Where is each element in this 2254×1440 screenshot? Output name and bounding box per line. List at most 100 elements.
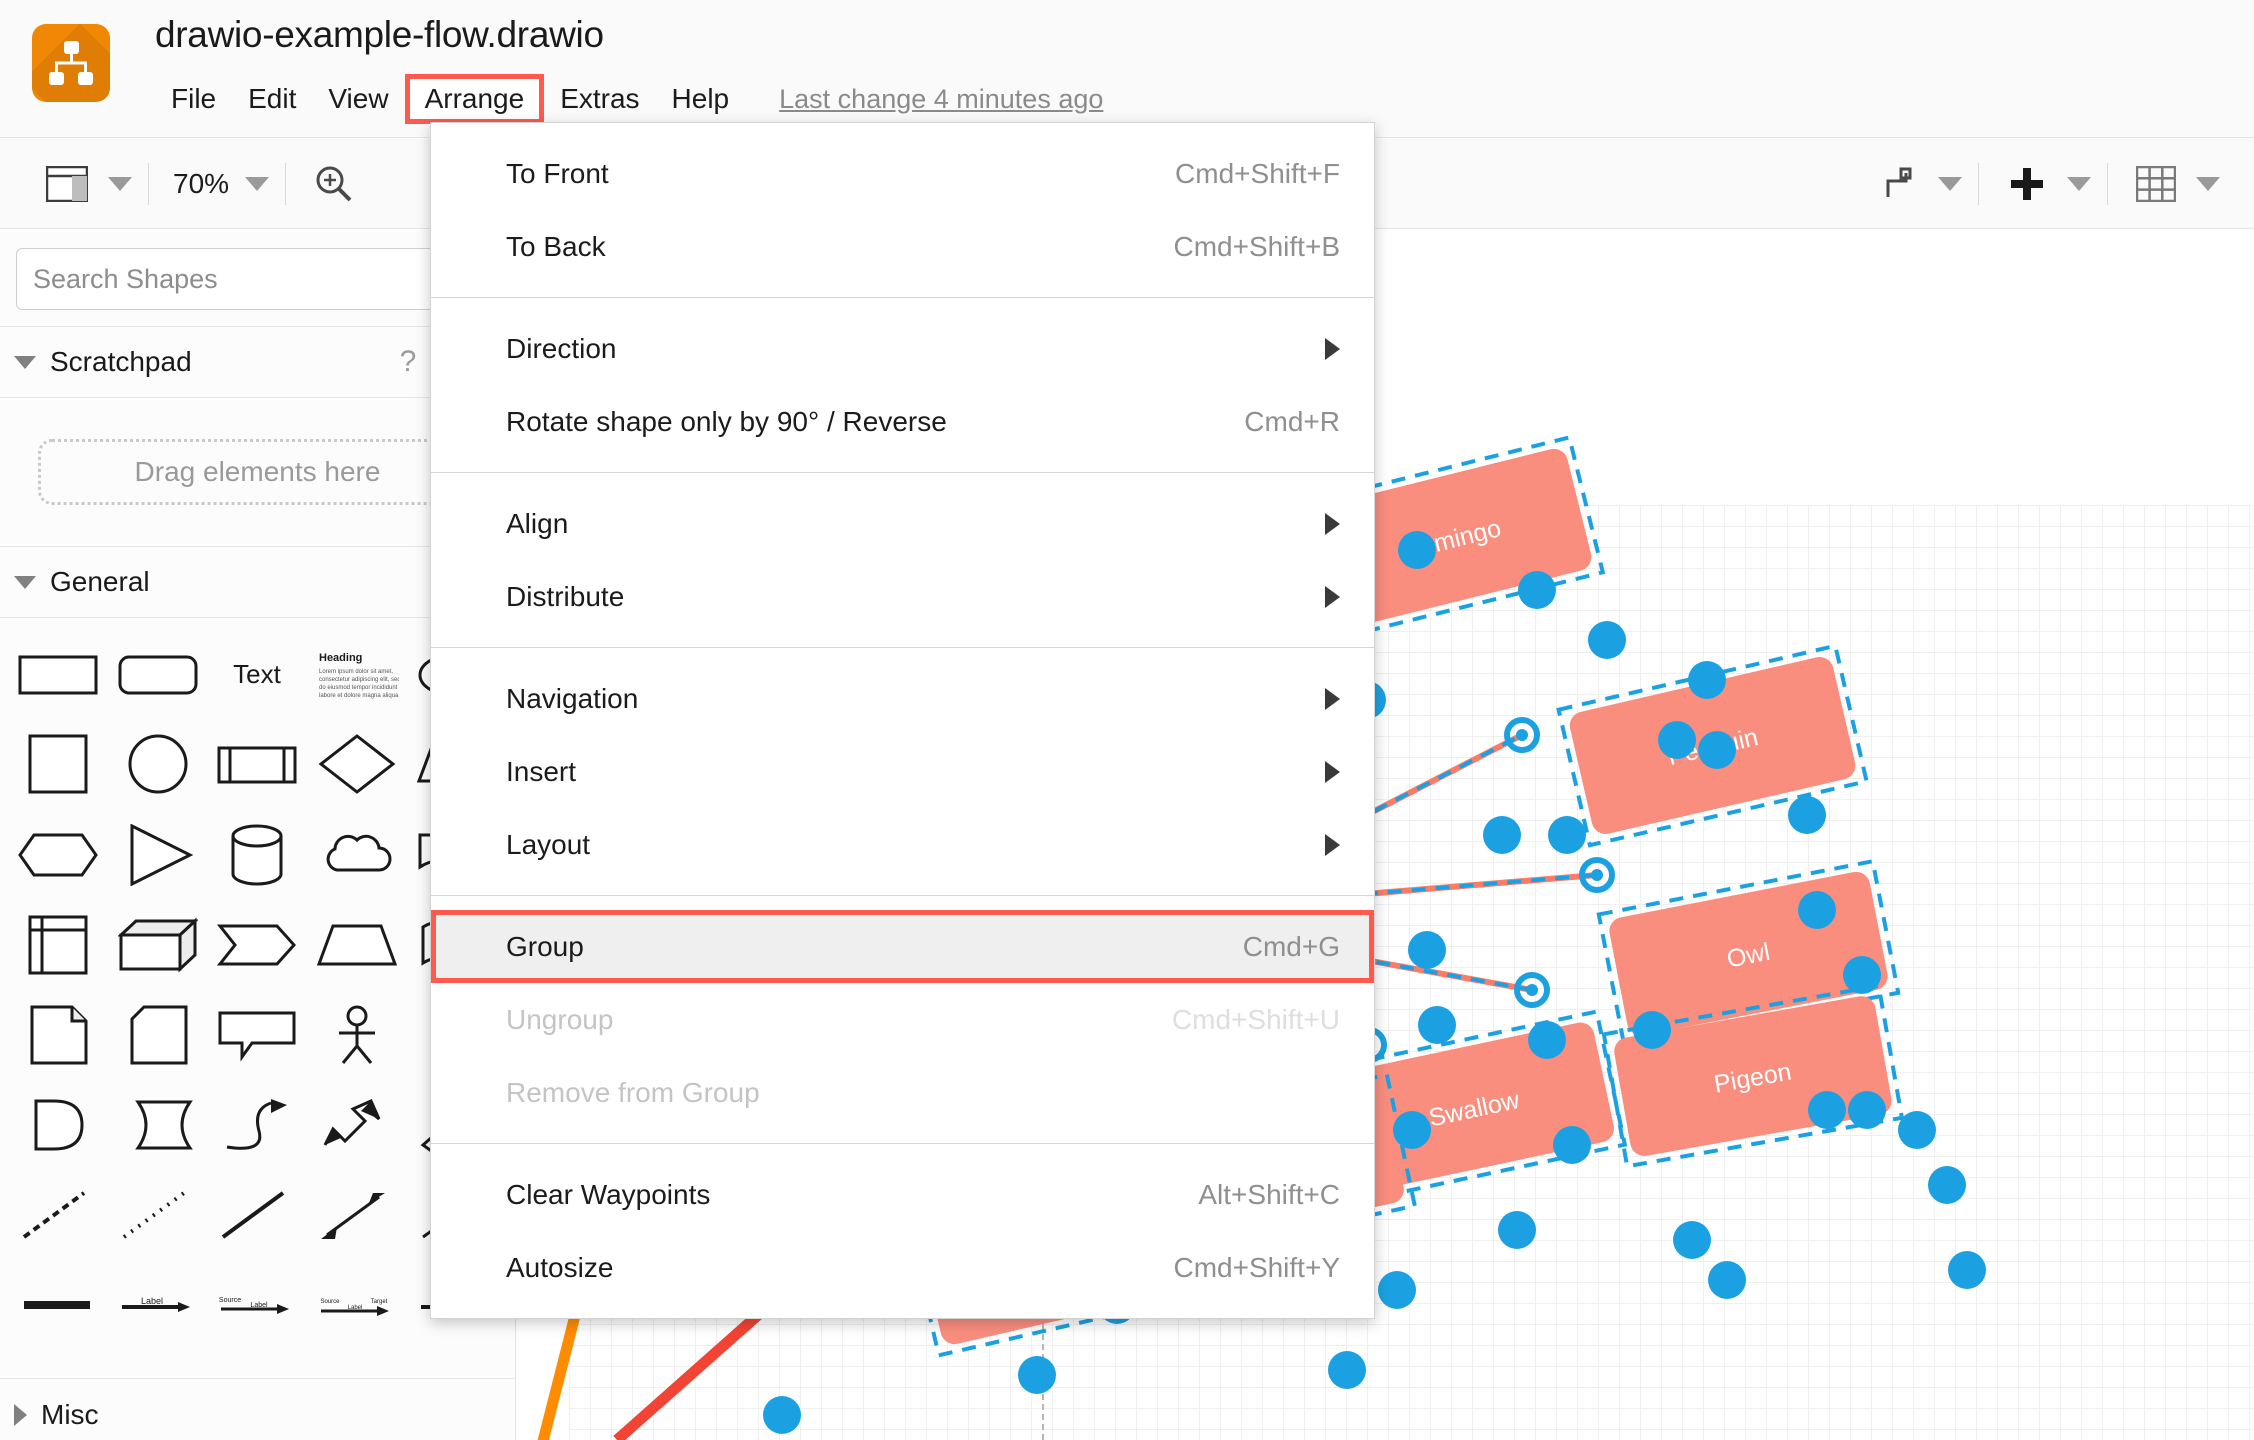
svg-text:Label: Label: [141, 1296, 163, 1306]
menu-item-direction[interactable]: Direction: [431, 312, 1374, 385]
shape-diamond[interactable]: [307, 722, 407, 808]
svg-text:Label: Label: [251, 1302, 269, 1309]
arrange-dropdown-menu[interactable]: To Front Cmd+Shift+F To Back Cmd+Shift+B…: [430, 122, 1375, 1319]
section-misc-header[interactable]: Misc: [0, 1378, 515, 1440]
menu-edit[interactable]: Edit: [248, 83, 297, 114]
shape-bidirectional-connector[interactable]: [307, 1172, 407, 1258]
panel-layout-icon[interactable]: [34, 139, 100, 228]
last-change-link[interactable]: Last change 4 minutes ago: [779, 83, 1104, 114]
menu-item-autosize[interactable]: Autosize Cmd+Shift+Y: [506, 1251, 1340, 1283]
shape-actor[interactable]: [307, 992, 407, 1078]
shape-cylinder[interactable]: [208, 812, 308, 898]
chevron-right-icon: [1325, 585, 1340, 608]
menu-item-clear-waypoints[interactable]: Clear Waypoints Alt+Shift+C: [506, 1178, 1340, 1210]
svg-text:Target: Target: [371, 1299, 388, 1305]
shape-trapezoid[interactable]: [307, 902, 407, 988]
shape-text[interactable]: Text: [208, 632, 308, 718]
waypoint-style-icon[interactable]: [1872, 139, 1930, 228]
menu-file[interactable]: File: [171, 83, 217, 114]
menu-item-insert[interactable]: Insert: [431, 735, 1374, 808]
plus-icon[interactable]: [1995, 139, 2059, 228]
svg-text:Source: Source: [321, 1299, 341, 1305]
menu-separator: [431, 1143, 1374, 1144]
toolbar-divider: [1978, 162, 1979, 205]
shape-hexagon[interactable]: [8, 812, 108, 898]
svg-text:Source: Source: [219, 1297, 241, 1304]
chevron-right-icon: [1325, 760, 1340, 783]
shape-source-target-edge[interactable]: Source Label Target: [307, 1262, 407, 1348]
shape-link[interactable]: [8, 1262, 108, 1348]
shape-step[interactable]: [208, 902, 308, 988]
search-shapes-input[interactable]: [16, 248, 499, 310]
table-dropdown-caret[interactable]: [2196, 176, 2220, 191]
menu-item-navigation[interactable]: Navigation: [431, 662, 1374, 735]
svg-text:do eiusmod tempor incididunt u: do eiusmod tempor incididunt ut: [319, 685, 399, 691]
search-shapes-container: [0, 230, 515, 326]
menu-separator: [431, 472, 1374, 473]
shape-labelled-edge[interactable]: Label: [108, 1262, 208, 1348]
shape-dashed-line[interactable]: [8, 1172, 108, 1258]
shape-rectangle[interactable]: [8, 632, 108, 718]
menu-item-rotate-shape[interactable]: Rotate shape only by 90° / Reverse Cmd+R: [506, 405, 1340, 437]
menu-separator: [431, 895, 1374, 896]
shape-curve[interactable]: [208, 1082, 308, 1168]
menu-item-to-back[interactable]: To Back Cmd+Shift+B: [506, 230, 1340, 262]
chevron-down-icon[interactable]: [14, 355, 36, 369]
shape-source-label-edge[interactable]: Source Label: [208, 1262, 308, 1348]
zoom-in-icon[interactable]: [302, 139, 366, 228]
menu-arrange[interactable]: Arrange: [404, 74, 545, 124]
chevron-right-icon: [1325, 512, 1340, 535]
menu-item-remove-from-group: Remove from Group: [506, 1076, 760, 1108]
menu-extras[interactable]: Extras: [560, 83, 640, 114]
section-general-header[interactable]: General: [0, 546, 515, 618]
menu-separator: [431, 647, 1374, 648]
shape-cube[interactable]: [108, 902, 208, 988]
menu-item-layout[interactable]: Layout: [431, 808, 1374, 881]
scratchpad-drop-zone[interactable]: Drag elements here: [37, 439, 478, 505]
section-scratchpad-header[interactable]: Scratchpad ? + ✎: [0, 326, 515, 398]
chevron-right-icon: [1325, 687, 1340, 710]
shape-textbox[interactable]: Heading Lorem ipsum dolor sit amet, cons…: [307, 632, 407, 718]
panel-layout-dropdown-caret[interactable]: [108, 176, 132, 191]
menu-item-distribute[interactable]: Distribute: [431, 560, 1374, 633]
shape-circle[interactable]: [108, 722, 208, 808]
waypoint-dropdown-caret[interactable]: [1938, 176, 1962, 191]
table-grid-icon[interactable]: [2124, 139, 2188, 228]
zoom-level-label[interactable]: 70%: [173, 167, 230, 199]
menu-help[interactable]: Help: [671, 83, 730, 114]
menu-item-group[interactable]: Group Cmd+G: [431, 910, 1374, 983]
svg-text:Text: Text: [234, 659, 282, 689]
menu-item-to-front[interactable]: To Front Cmd+Shift+F: [506, 157, 1340, 189]
toolbar-divider: [2107, 162, 2108, 205]
toolbar-divider: [285, 162, 287, 205]
insert-dropdown-caret[interactable]: [2067, 176, 2091, 191]
chevron-down-icon[interactable]: [14, 575, 36, 589]
shape-internal-storage[interactable]: [8, 902, 108, 988]
shape-cloud[interactable]: [307, 812, 407, 898]
document-title: drawio-example-flow.drawio: [155, 14, 604, 55]
shape-bidirectional-arrow[interactable]: [307, 1082, 407, 1168]
menu-view[interactable]: View: [328, 83, 389, 114]
shape-data-storage[interactable]: [108, 1082, 208, 1168]
shape-callout[interactable]: [208, 992, 308, 1078]
shape-triangle[interactable]: [108, 812, 208, 898]
shape-process[interactable]: [208, 722, 308, 808]
shape-line[interactable]: [208, 1172, 308, 1258]
shape-note[interactable]: [8, 992, 108, 1078]
shape-and[interactable]: [8, 1082, 108, 1168]
shape-rounded-rectangle[interactable]: [108, 632, 208, 718]
shape-square[interactable]: [8, 722, 108, 808]
zoom-dropdown-caret[interactable]: [245, 176, 270, 191]
app-header: drawio-example-flow.drawio File Edit Vie…: [0, 0, 2254, 138]
question-mark-icon[interactable]: ?: [399, 345, 417, 378]
menu-item-align[interactable]: Align: [431, 487, 1374, 560]
menu-bar: File Edit View Arrange Extras Help Last …: [155, 74, 1104, 124]
chevron-right-icon[interactable]: [14, 1403, 27, 1426]
svg-text:labore et dolore magna aliqua.: labore et dolore magna aliqua.: [319, 693, 399, 699]
section-title: Scratchpad: [50, 346, 192, 377]
shape-card[interactable]: [108, 992, 208, 1078]
shape-dotted-line[interactable]: [108, 1172, 208, 1258]
svg-text:consectetur adipiscing elit, s: consectetur adipiscing elit, sed: [319, 677, 399, 683]
toolbar-divider: [148, 162, 149, 205]
